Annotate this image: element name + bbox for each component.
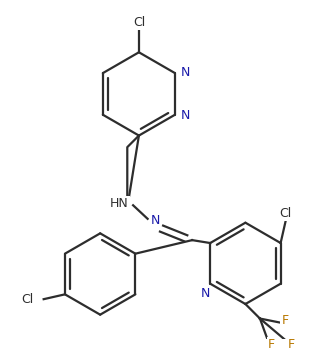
Text: N: N <box>181 66 190 79</box>
Text: Cl: Cl <box>22 293 34 306</box>
Text: HN: HN <box>110 197 129 210</box>
Text: N: N <box>201 287 210 300</box>
Text: N: N <box>181 109 190 122</box>
Text: Cl: Cl <box>133 16 145 29</box>
Text: N: N <box>151 214 160 227</box>
Text: Cl: Cl <box>279 206 292 219</box>
Text: F: F <box>268 338 275 350</box>
Text: F: F <box>287 338 294 350</box>
Text: F: F <box>281 314 289 327</box>
